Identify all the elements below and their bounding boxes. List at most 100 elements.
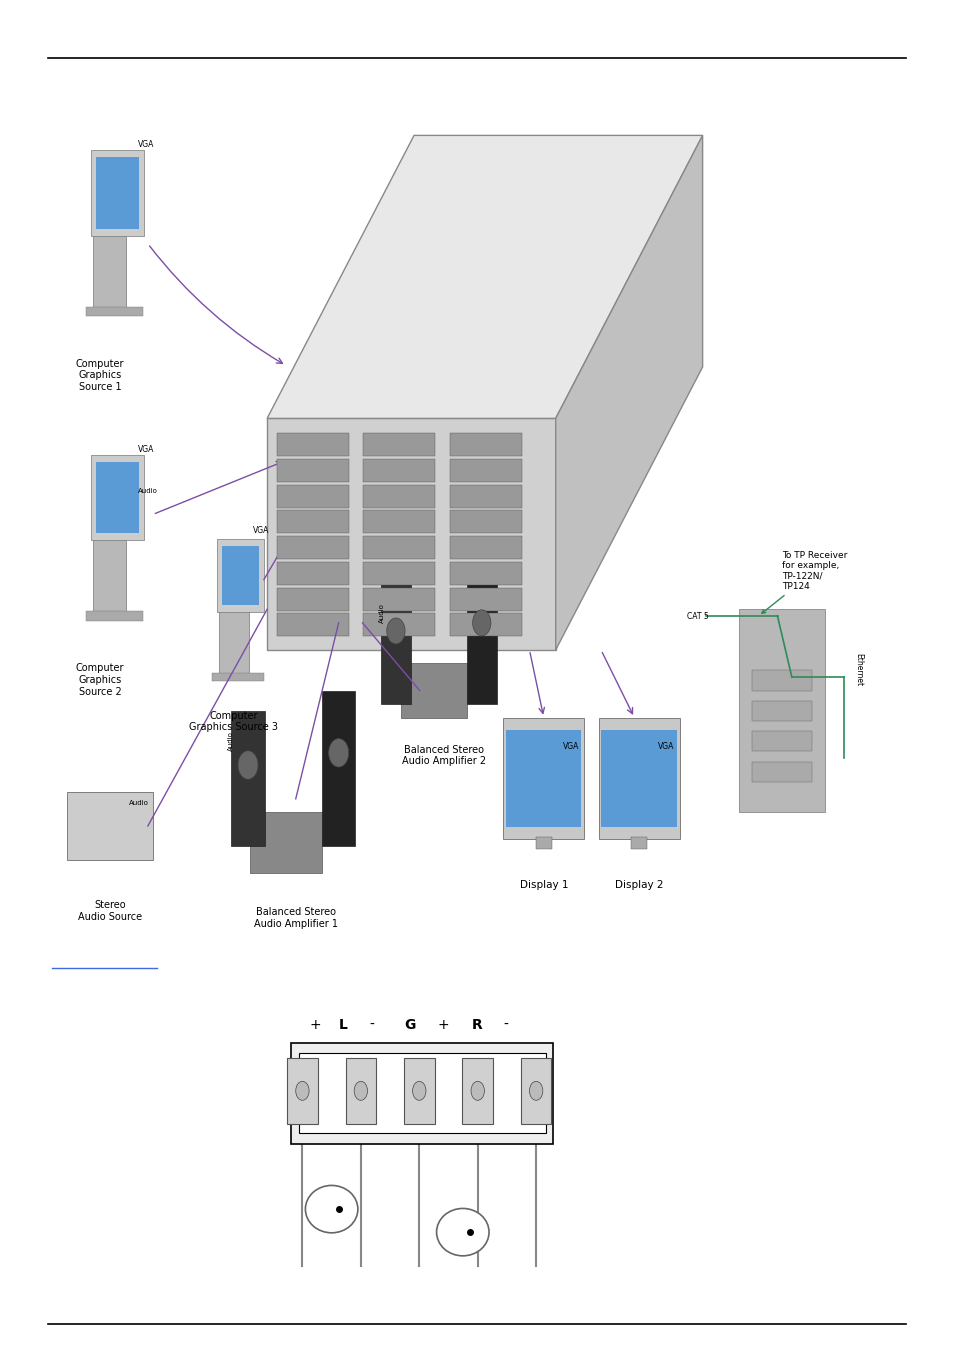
Text: +: + <box>309 1018 320 1032</box>
Text: Audio: Audio <box>378 603 384 623</box>
Bar <box>450 613 521 636</box>
Circle shape <box>412 1082 426 1101</box>
Polygon shape <box>267 135 701 418</box>
Ellipse shape <box>436 1208 489 1257</box>
Circle shape <box>471 1082 484 1101</box>
Bar <box>598 718 679 839</box>
Bar <box>91 150 143 236</box>
Bar <box>231 711 264 846</box>
Bar <box>380 582 411 704</box>
Text: Computer
Graphics
Source 2: Computer Graphics Source 2 <box>76 663 124 697</box>
Text: Stereo
Audio Source: Stereo Audio Source <box>77 900 142 922</box>
Bar <box>739 609 824 812</box>
Bar <box>216 539 264 612</box>
Bar <box>86 611 143 620</box>
Circle shape <box>354 1082 367 1101</box>
Bar <box>218 571 249 677</box>
Bar <box>345 1057 375 1124</box>
Bar <box>363 562 435 585</box>
Bar <box>536 837 551 849</box>
Bar <box>321 691 355 846</box>
Bar <box>276 536 349 559</box>
Bar <box>363 536 435 559</box>
Bar <box>276 433 349 456</box>
Bar <box>631 837 646 849</box>
Text: Computer
Graphics
Source 1: Computer Graphics Source 1 <box>76 359 124 393</box>
Text: VGA: VGA <box>658 742 674 751</box>
Bar <box>276 485 349 508</box>
Text: Audio: Audio <box>228 731 233 751</box>
Bar <box>450 588 521 611</box>
Text: Display 2: Display 2 <box>615 880 662 890</box>
Bar <box>250 812 321 873</box>
Text: Display 1: Display 1 <box>519 880 567 890</box>
Bar <box>503 718 583 839</box>
Text: R: R <box>471 1018 482 1032</box>
Bar <box>751 670 811 691</box>
Text: To TP Receiver
for example,
TP-122N/
TP124: To TP Receiver for example, TP-122N/ TP1… <box>761 551 847 613</box>
Bar <box>267 418 555 650</box>
Polygon shape <box>555 135 701 650</box>
Bar <box>505 730 580 827</box>
Bar <box>450 562 521 585</box>
Text: -: - <box>369 1018 375 1032</box>
Bar <box>221 546 259 605</box>
Bar <box>450 510 521 533</box>
Text: Computer
Graphics Source 3: Computer Graphics Source 3 <box>189 711 278 733</box>
Text: G: G <box>404 1018 416 1032</box>
Bar <box>520 1057 551 1124</box>
Bar <box>466 569 497 704</box>
Text: -: - <box>502 1018 508 1032</box>
Bar <box>276 613 349 636</box>
Bar <box>276 562 349 585</box>
Bar <box>276 459 349 482</box>
Bar <box>93 188 126 311</box>
Bar <box>751 731 811 751</box>
Bar <box>93 493 126 616</box>
Circle shape <box>529 1082 542 1101</box>
Bar <box>450 433 521 456</box>
Circle shape <box>238 750 257 779</box>
Text: Audio: Audio <box>138 489 158 494</box>
Bar <box>96 157 139 229</box>
Text: L: L <box>338 1018 348 1032</box>
Bar <box>212 673 263 681</box>
Text: VGA: VGA <box>562 742 578 751</box>
Text: Balanced Stereo
Audio Amplifier 2: Balanced Stereo Audio Amplifier 2 <box>401 745 485 766</box>
Ellipse shape <box>305 1186 357 1232</box>
Circle shape <box>472 609 491 636</box>
Text: VGA: VGA <box>138 444 154 454</box>
Bar <box>287 1057 317 1124</box>
Text: +: + <box>437 1018 449 1032</box>
Circle shape <box>386 617 405 645</box>
Bar <box>276 510 349 533</box>
Bar <box>76 68 905 975</box>
Text: Ethernet: Ethernet <box>853 653 862 685</box>
Bar <box>462 1057 493 1124</box>
Bar <box>67 792 152 860</box>
Bar <box>751 761 811 781</box>
Bar <box>404 1057 435 1124</box>
Circle shape <box>295 1082 309 1101</box>
Bar <box>363 613 435 636</box>
Bar <box>96 462 139 533</box>
Bar <box>363 433 435 456</box>
Bar <box>450 485 521 508</box>
Bar <box>450 459 521 482</box>
Bar <box>276 588 349 611</box>
Text: CAT 5: CAT 5 <box>686 612 708 620</box>
Bar <box>600 730 677 827</box>
Circle shape <box>328 738 349 766</box>
Bar <box>91 455 143 540</box>
Bar <box>298 1053 545 1133</box>
Bar <box>751 700 811 720</box>
Text: VGA: VGA <box>253 525 269 535</box>
Bar <box>363 588 435 611</box>
Text: Audio: Audio <box>129 800 149 806</box>
Bar <box>363 485 435 508</box>
Bar <box>450 536 521 559</box>
Bar <box>86 306 143 315</box>
Bar <box>400 663 467 718</box>
Text: VGA: VGA <box>138 139 154 149</box>
Bar <box>363 510 435 533</box>
